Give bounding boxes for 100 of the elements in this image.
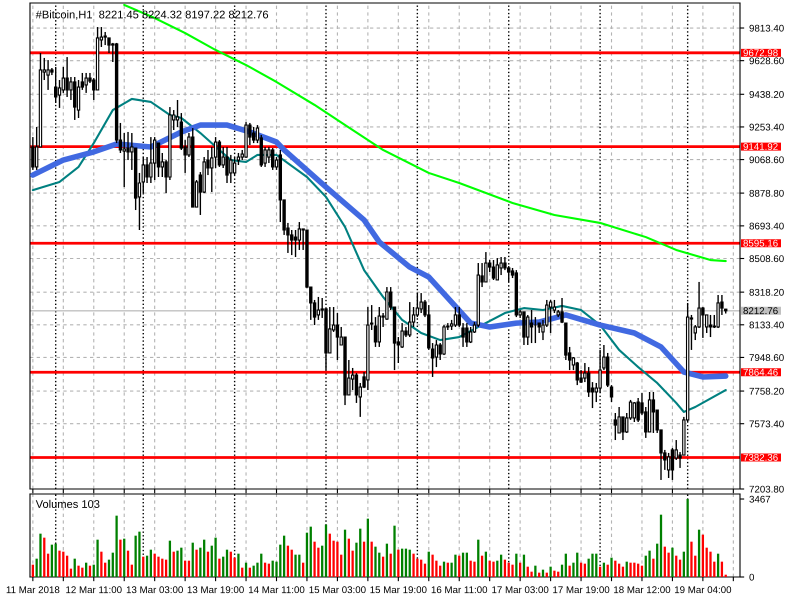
- y-tick-label: 9253.40: [749, 124, 784, 131]
- bar: [370, 542, 373, 577]
- bar: [576, 552, 578, 577]
- y-tick-label: 7758.20: [750, 388, 784, 395]
- candlestick: [267, 146, 271, 164]
- candlestick: [492, 259, 496, 281]
- ref-line-label: 7864.46: [744, 368, 778, 376]
- bar: [626, 562, 628, 577]
- bar: [180, 548, 182, 577]
- bar: [142, 556, 144, 577]
- line-series: [32, 98, 727, 413]
- bar: [408, 550, 411, 577]
- candlestick: [294, 229, 298, 258]
- bar: [66, 556, 68, 577]
- bar: [400, 548, 404, 577]
- candlestick: [84, 72, 88, 94]
- y-tick-label: 8508.60: [749, 255, 784, 262]
- bar: [716, 554, 720, 577]
- bar: [637, 564, 640, 577]
- candlestick: [708, 314, 712, 338]
- bar: [675, 556, 678, 577]
- candlestick: [316, 296, 320, 321]
- bar: [203, 540, 206, 577]
- candlestick: [666, 452, 670, 479]
- bar: [686, 499, 689, 577]
- bar: [74, 558, 76, 577]
- bar: [568, 566, 571, 577]
- bar: [446, 562, 449, 577]
- bar: [538, 572, 540, 577]
- bar: [241, 568, 244, 577]
- bar: [150, 550, 152, 577]
- bar: [248, 568, 251, 577]
- y-tick-label: 9438.20: [749, 91, 784, 98]
- bar: [606, 564, 609, 577]
- candlestick: [152, 136, 156, 181]
- y-tick-label: 0: [749, 574, 754, 581]
- candlestick: [408, 301, 412, 338]
- bar: [290, 550, 293, 577]
- bar: [466, 552, 468, 577]
- candlestick: [484, 251, 488, 283]
- ref-line-label: 8595.16: [743, 240, 778, 247]
- bar: [534, 566, 537, 577]
- bar: [488, 560, 491, 577]
- bar: [230, 552, 232, 577]
- y-tick-label: 3467: [749, 496, 770, 503]
- x-tick-label: 19 Mar 04:00: [674, 586, 732, 594]
- y-tick-label: 9068.60: [749, 156, 784, 164]
- candlestick: [252, 126, 256, 144]
- bar: [154, 554, 156, 577]
- candlestick: [576, 361, 579, 386]
- bar: [115, 516, 118, 577]
- bar: [390, 554, 392, 577]
- candlestick: [65, 56, 69, 98]
- ref-line-label: 8212.76: [743, 307, 778, 314]
- bar: [664, 546, 666, 577]
- x-tick-label: 18 Mar 12:00: [614, 586, 670, 594]
- candlestick: [149, 136, 153, 184]
- candlestick: [145, 156, 149, 184]
- candlestick: [526, 314, 530, 346]
- candlestick: [530, 309, 534, 344]
- candlestick: [229, 154, 233, 184]
- bar: [172, 552, 175, 577]
- bar: [519, 562, 522, 577]
- x-tick-label: 13 Mar 03:00: [126, 586, 183, 594]
- bar: [614, 560, 616, 577]
- candlestick: [218, 139, 222, 168]
- x-tick-label: 17 Mar 03:00: [492, 586, 548, 594]
- ref-line-label: 7382.36: [744, 454, 778, 461]
- x-tick-label: 13 Mar 19:00: [188, 586, 244, 594]
- candlestick: [270, 147, 274, 171]
- bar: [595, 554, 598, 577]
- candlestick: [701, 306, 705, 339]
- bar: [500, 554, 502, 577]
- bar: [359, 528, 362, 577]
- bar: [553, 570, 556, 577]
- bar: [633, 562, 636, 577]
- bar: [508, 562, 510, 577]
- bar: [310, 526, 312, 577]
- x-tick-label: 11 Mar 2018: [6, 586, 60, 594]
- bar: [458, 556, 460, 577]
- x-tick-label: 15 Mar 03:00: [310, 586, 366, 594]
- candlestick: [548, 299, 552, 334]
- ref-line-label: 9672.98: [743, 49, 778, 56]
- bar: [348, 538, 350, 577]
- bar: [192, 542, 194, 577]
- candlestick: [652, 391, 656, 434]
- bar: [557, 572, 560, 577]
- bar: [428, 552, 430, 577]
- bar: [43, 538, 46, 577]
- candlestick: [103, 31, 107, 46]
- ref-line-label: 9141.92: [743, 143, 778, 150]
- bar: [546, 572, 548, 577]
- x-tick-label: 12 Mar 11:00: [66, 586, 122, 594]
- bar: [584, 564, 586, 577]
- candlestick: [468, 326, 472, 344]
- bar: [652, 558, 655, 577]
- bar: [477, 540, 480, 577]
- bar: [123, 538, 126, 577]
- chart-title: Volumes 103: [36, 500, 100, 508]
- bar: [484, 552, 488, 577]
